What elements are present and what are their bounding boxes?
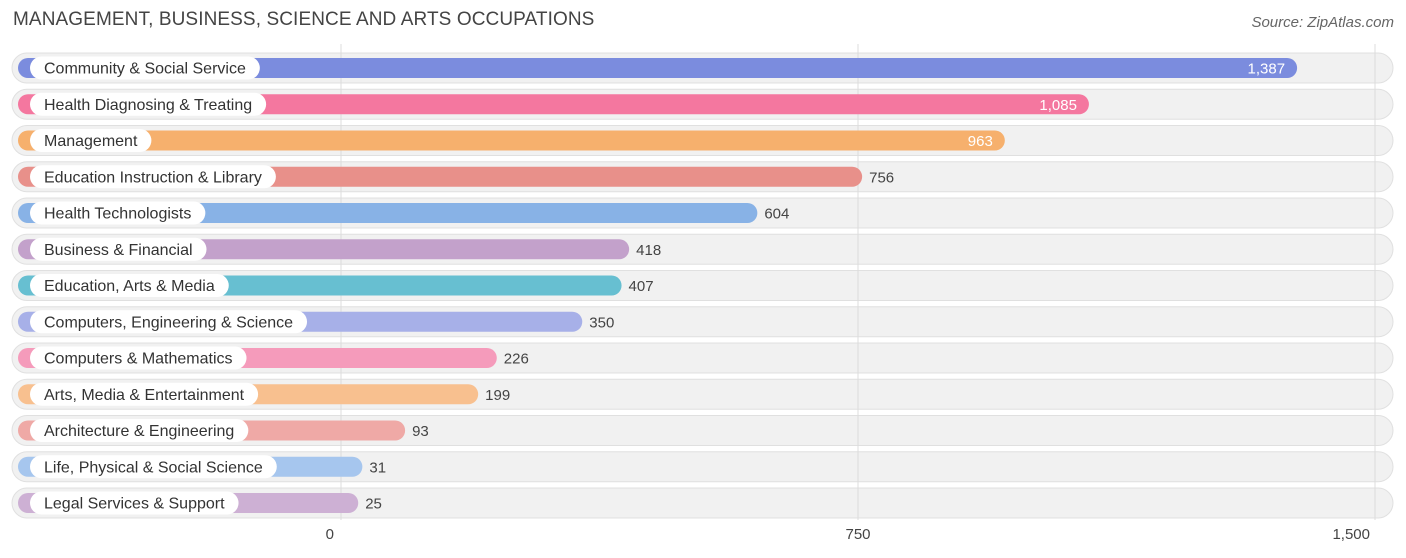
bar-row: Health Diagnosing & Treating 1,085 [18, 92, 1089, 116]
value-label: 407 [629, 278, 654, 295]
category-label: Computers & Mathematics [44, 351, 233, 368]
category-label: Business & Financial [44, 242, 193, 259]
value-label: 226 [504, 351, 529, 368]
bar-row: Architecture & Engineering 93 [18, 419, 429, 442]
value-label: 31 [369, 459, 386, 476]
category-pill [30, 274, 229, 297]
bar-row: Computers, Engineering & Science 350 [18, 310, 614, 334]
value-label: 1,387 [1248, 61, 1286, 78]
category-pill [30, 455, 277, 479]
category-label: Legal Services & Support [44, 496, 225, 513]
x-tick-label: 1,500 [1332, 526, 1370, 543]
category-pill [30, 491, 239, 515]
bar [18, 94, 1089, 115]
category-label: Life, Physical & Social Science [44, 459, 263, 476]
bar-row: Life, Physical & Social Science 31 [18, 455, 386, 479]
value-label: 93 [412, 423, 429, 440]
source-label: Source: ZipAtlas.com [1251, 14, 1394, 31]
category-label: Health Technologists [44, 206, 191, 223]
value-label: 604 [764, 206, 789, 223]
category-pill [30, 382, 259, 406]
bar-row: Legal Services & Support 25 [18, 491, 382, 515]
category-label: Architecture & Engineering [44, 423, 234, 440]
category-label: Computers, Engineering & Science [44, 314, 293, 331]
bar-row: Management 963 [18, 129, 1005, 152]
category-pill [30, 419, 249, 442]
category-pill [30, 165, 276, 189]
bar-row: Health Technologists 604 [18, 201, 789, 225]
bar-row: Business & Financial 418 [18, 237, 661, 261]
value-label: 199 [485, 387, 510, 404]
category-pill [30, 56, 260, 80]
bar [18, 58, 1298, 78]
row-background [11, 487, 1394, 519]
category-pill [30, 310, 308, 334]
value-label: 418 [636, 242, 661, 259]
bar-row: Arts, Media & Entertainment 199 [18, 382, 510, 406]
bar-row: Education, Arts & Media 407 [18, 274, 654, 297]
category-label: Arts, Media & Entertainment [44, 387, 245, 404]
category-label: Education Instruction & Library [44, 169, 262, 186]
value-label: 756 [869, 169, 894, 186]
category-pill [30, 129, 152, 152]
bar [18, 130, 1005, 151]
category-label: Education, Arts & Media [44, 278, 215, 295]
value-label: 350 [589, 314, 614, 331]
category-label: Community & Social Service [44, 61, 246, 78]
value-label: 25 [365, 496, 382, 513]
category-pill [30, 237, 207, 261]
value-label: 1,085 [1039, 97, 1077, 114]
category-pill [30, 201, 206, 225]
category-label: Health Diagnosing & Treating [44, 97, 252, 114]
bar-row: Computers & Mathematics 226 [18, 346, 529, 370]
bar-row: Community & Social Service 1,387 [18, 56, 1298, 80]
category-pill [30, 346, 247, 370]
chart-title: MANAGEMENT, BUSINESS, SCIENCE AND ARTS O… [13, 9, 595, 30]
bar-row: Education Instruction & Library 756 [18, 165, 894, 189]
x-tick-label: 750 [845, 526, 870, 543]
x-tick-label: 0 [326, 526, 334, 543]
category-pill [30, 92, 267, 116]
value-label: 963 [968, 133, 993, 150]
category-label: Management [44, 133, 138, 150]
